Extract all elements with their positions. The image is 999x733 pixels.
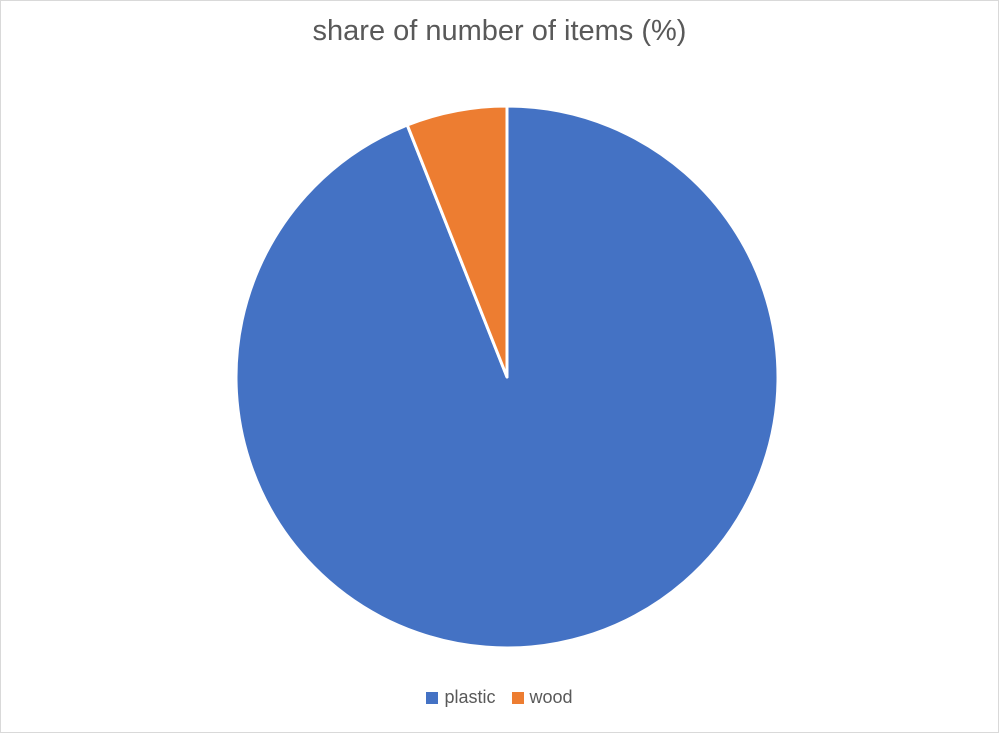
legend-swatch-wood — [511, 691, 524, 704]
legend-swatch-plastic — [426, 691, 439, 704]
chart-title: share of number of items (%) — [312, 15, 687, 47]
legend-label-plastic: plastic — [444, 687, 496, 707]
legend: plastic wood — [1, 687, 998, 708]
pie-slice-wood — [405, 104, 509, 379]
legend-label-wood: wood — [529, 687, 573, 707]
legend-item-plastic: plastic — [426, 687, 496, 708]
legend-item-wood: wood — [511, 687, 573, 708]
